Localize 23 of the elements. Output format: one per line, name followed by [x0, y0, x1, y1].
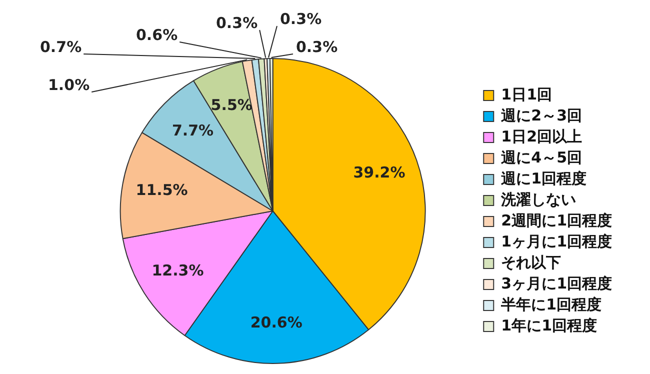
data-label: 0.3%	[296, 38, 338, 56]
legend-label: 1日1回	[501, 85, 552, 104]
legend-label: 2週間に1回程度	[501, 211, 612, 230]
data-label: 0.3%	[216, 14, 258, 32]
data-label: 0.7%	[40, 38, 82, 56]
legend-label: 週に2～3回	[500, 106, 582, 124]
data-label: 11.5%	[136, 180, 188, 199]
data-label: 1.0%	[48, 76, 90, 94]
legend-label: それ以下	[501, 253, 562, 272]
data-label: 0.3%	[280, 10, 322, 28]
legend-label: 週に1回程度	[500, 169, 587, 188]
data-label: 39.2%	[353, 163, 406, 182]
data-label: 0.6%	[136, 26, 178, 44]
data-label: 7.7%	[172, 121, 214, 140]
legend-label: 3ヶ月に1回程度	[501, 274, 612, 292]
legend-label: 洗濯しない	[500, 190, 576, 208]
legend-label: 半年に1回程度	[500, 295, 602, 314]
legend-label: 1日2回以上	[501, 127, 582, 146]
legend-label: 1年に1回程度	[501, 316, 597, 334]
legend-label: 1ヶ月に1回程度	[501, 232, 612, 250]
data-label: 12.3%	[152, 262, 204, 280]
data-label: 20.6%	[250, 314, 302, 332]
legend-label: 週に4～5回	[500, 148, 582, 166]
